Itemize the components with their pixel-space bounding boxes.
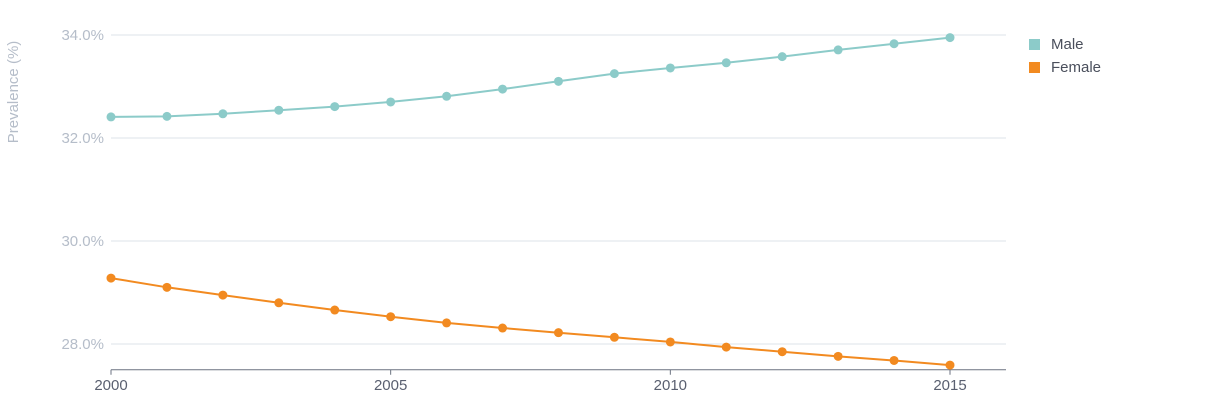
data-point-female[interactable] xyxy=(721,342,731,352)
y-tick-label: 34.0% xyxy=(61,27,104,44)
gridlines xyxy=(111,34,1006,345)
data-point-female[interactable] xyxy=(386,312,396,322)
data-point-female[interactable] xyxy=(274,298,284,308)
y-tick-label: 32.0% xyxy=(61,130,104,147)
data-point-male[interactable] xyxy=(442,91,452,101)
x-tick-label: 2005 xyxy=(374,377,407,394)
data-point-male[interactable] xyxy=(665,63,675,73)
data-point-female[interactable] xyxy=(889,355,899,365)
x-axis-ticks: 2000 2005 2010 2015 xyxy=(94,369,967,394)
data-point-male[interactable] xyxy=(386,97,396,107)
data-point-female[interactable] xyxy=(833,351,843,361)
data-point-male[interactable] xyxy=(889,39,899,49)
data-point-female[interactable] xyxy=(553,328,563,338)
legend-label-male: Male xyxy=(1051,36,1084,53)
data-point-female[interactable] xyxy=(498,323,508,333)
legend-swatch-female xyxy=(1029,62,1040,73)
data-point-female[interactable] xyxy=(945,360,955,370)
series-line-female xyxy=(110,277,951,367)
data-point-male[interactable] xyxy=(553,76,563,86)
data-point-male[interactable] xyxy=(162,111,172,121)
data-point-female[interactable] xyxy=(609,332,619,342)
y-tick-label: 28.0% xyxy=(61,336,104,353)
data-point-male[interactable] xyxy=(833,45,843,55)
data-point-male[interactable] xyxy=(777,52,787,62)
y-tick-label: 30.0% xyxy=(61,233,104,250)
data-point-female[interactable] xyxy=(330,305,340,315)
data-point-male[interactable] xyxy=(609,69,619,79)
legend: Male Female xyxy=(1029,33,1101,79)
x-tick-label: 2010 xyxy=(654,377,687,394)
series-line-male xyxy=(110,36,951,118)
data-point-male[interactable] xyxy=(721,58,731,68)
data-point-female[interactable] xyxy=(442,318,452,328)
legend-label-female: Female xyxy=(1051,59,1102,76)
data-point-male[interactable] xyxy=(945,33,955,43)
data-point-female[interactable] xyxy=(106,273,116,283)
y-axis-ticks: 28.0% 30.0% 32.0% 34.0% xyxy=(61,27,104,353)
data-point-male[interactable] xyxy=(218,109,228,119)
data-point-male[interactable] xyxy=(274,105,284,115)
data-point-female[interactable] xyxy=(665,337,675,347)
legend-item-female[interactable]: Female xyxy=(1029,56,1101,79)
data-point-male[interactable] xyxy=(106,112,116,122)
data-point-female[interactable] xyxy=(162,282,172,292)
data-point-female[interactable] xyxy=(777,347,787,357)
legend-item-male[interactable]: Male xyxy=(1029,33,1101,56)
x-tick-label: 2015 xyxy=(933,377,966,394)
data-point-female[interactable] xyxy=(218,290,228,300)
series-group xyxy=(106,33,955,370)
y-axis-label: Prevalence (%) xyxy=(5,41,22,144)
data-point-male[interactable] xyxy=(330,102,340,112)
x-tick-label: 2000 xyxy=(94,377,127,394)
legend-swatch-male xyxy=(1029,39,1040,50)
data-point-male[interactable] xyxy=(498,84,508,94)
